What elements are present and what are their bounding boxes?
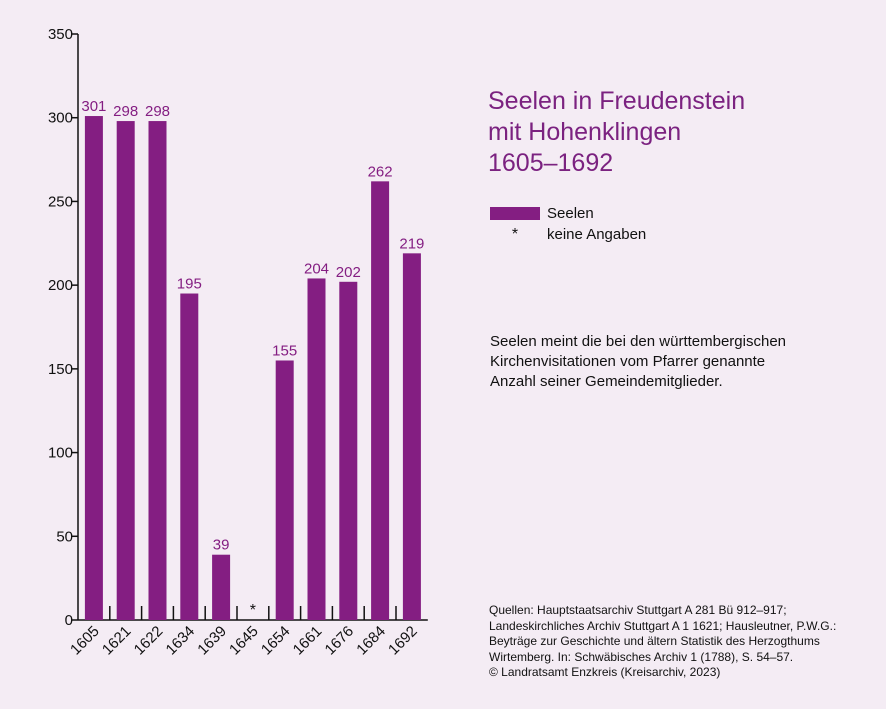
source-line-2: Landeskirchliches Archiv Stuttgart A 1 1…	[489, 618, 837, 633]
y-tick-label: 50	[56, 528, 73, 545]
legend-item-keine-angaben: * keine Angaben	[490, 224, 646, 245]
legend-label-seelen: Seelen	[547, 205, 594, 222]
note-line-2: Kirchenvisitationen vom Pfarrer genannte	[490, 353, 766, 370]
x-tick-label: 1684	[353, 623, 389, 659]
note-line-1: Seelen meint die bei den württembergisch…	[490, 333, 787, 350]
y-tick-label: 350	[48, 26, 73, 43]
bar	[180, 293, 199, 620]
definition-note: Seelen meint die bei den württembergisch…	[490, 332, 840, 392]
y-tick-label: 300	[48, 110, 73, 127]
bar	[148, 121, 167, 620]
title-line-3: 1605–1692	[488, 149, 614, 177]
data-label: 301	[81, 98, 106, 115]
bar	[371, 181, 390, 620]
source-line-4: Wirtemberg. In: Schwäbisches Archiv 1 (1…	[489, 649, 794, 664]
x-tick-label: 1645	[226, 623, 262, 659]
x-tick-label: 1621	[99, 623, 135, 659]
data-label: 219	[399, 235, 424, 252]
data-label: 202	[336, 264, 361, 281]
y-tick-label: 200	[48, 277, 73, 294]
chart-title: Seelen in Freudenstein mit Hohenklingen …	[488, 86, 745, 179]
legend: Seelen * keine Angaben	[490, 203, 646, 245]
x-tick-label: 1661	[290, 623, 326, 659]
bar	[275, 360, 294, 620]
y-tick-label: 250	[48, 193, 73, 210]
data-label: 262	[368, 163, 393, 180]
title-line-2: mit Hohenklingen	[488, 118, 682, 146]
x-tick-label: 1634	[163, 623, 199, 659]
bar	[307, 278, 326, 620]
legend-star-symbol: *	[511, 225, 519, 243]
sources-block: Quellen: Hauptstaatsarchiv Stuttgart A 2…	[489, 603, 836, 681]
data-label: 39	[213, 537, 230, 554]
source-line-3: Beyträge zur Geschichte und ältern Stati…	[489, 634, 820, 648]
legend-label-keine-angaben: keine Angaben	[547, 226, 647, 243]
y-tick-label: 150	[48, 361, 73, 378]
source-line-5: © Landratsamt Enzkreis (Kreisarchiv, 202…	[489, 665, 721, 679]
title-line-1: Seelen in Freudenstein	[488, 87, 746, 115]
no-data-marker: *	[250, 602, 256, 619]
x-tick-label: 1692	[385, 623, 421, 659]
y-tick-label: 100	[48, 445, 73, 462]
x-tick-label: 1676	[322, 623, 358, 659]
x-tick-label: 1654	[258, 623, 294, 659]
legend-item-seelen: Seelen	[490, 203, 646, 224]
data-label: 298	[113, 103, 138, 120]
data-label: 298	[145, 103, 170, 120]
x-tick-label: 1639	[194, 623, 230, 659]
note-line-3: Anzahl seiner Gemeindemitglieder.	[490, 373, 723, 390]
source-line-1: Quellen: Hauptstaatsarchiv Stuttgart A 2…	[489, 603, 787, 617]
legend-swatch	[490, 207, 540, 220]
bar	[339, 281, 358, 620]
data-label: 204	[304, 260, 329, 277]
bar	[212, 554, 231, 620]
data-label: 195	[177, 276, 202, 293]
bar	[84, 116, 103, 620]
data-label: 155	[272, 342, 297, 359]
x-tick-label: 1622	[131, 623, 167, 659]
bar	[402, 253, 421, 620]
y-tick-label: 0	[65, 612, 73, 629]
bar	[116, 121, 135, 620]
